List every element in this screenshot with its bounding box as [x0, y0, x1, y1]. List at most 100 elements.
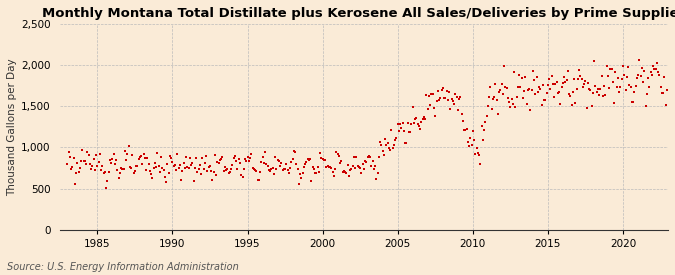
Point	[408, 120, 419, 125]
Point	[591, 90, 602, 94]
Point	[111, 158, 122, 162]
Point	[587, 103, 597, 108]
Point	[345, 167, 356, 172]
Point	[300, 162, 310, 167]
Point	[391, 136, 402, 141]
Point	[568, 89, 578, 94]
Point	[197, 156, 208, 160]
Point	[67, 165, 78, 170]
Point	[572, 77, 583, 82]
Point	[401, 141, 412, 145]
Point	[215, 158, 225, 162]
Point	[477, 138, 488, 142]
Point	[142, 155, 153, 160]
Point	[218, 169, 229, 174]
Point	[292, 167, 303, 171]
Point	[155, 170, 165, 175]
Point	[227, 163, 238, 167]
Point	[231, 159, 242, 163]
Point	[273, 159, 284, 163]
Point	[460, 128, 470, 132]
Point	[122, 152, 133, 156]
Point	[437, 86, 448, 90]
Point	[441, 89, 452, 93]
Point	[461, 126, 472, 131]
Point	[454, 97, 464, 101]
Point	[147, 176, 158, 181]
Point	[483, 103, 493, 108]
Point	[535, 87, 546, 92]
Point	[543, 82, 554, 87]
Point	[99, 170, 110, 174]
Point	[641, 92, 652, 97]
Point	[190, 166, 200, 170]
Point	[322, 163, 333, 168]
Point	[72, 160, 82, 165]
Point	[188, 179, 199, 183]
Point	[244, 156, 255, 160]
Point	[242, 155, 253, 160]
Point	[534, 85, 545, 89]
Point	[504, 99, 514, 104]
Point	[306, 178, 317, 183]
Point	[216, 156, 227, 161]
Point	[553, 91, 564, 95]
Point	[458, 119, 468, 123]
Point	[364, 154, 375, 158]
Point	[68, 156, 79, 160]
Point	[335, 161, 346, 166]
Point	[64, 155, 75, 159]
Point	[613, 75, 624, 80]
Point	[476, 124, 487, 128]
Point	[475, 162, 486, 166]
Point	[581, 106, 592, 111]
Point	[640, 104, 651, 108]
Point	[326, 166, 337, 170]
Point	[452, 108, 463, 112]
Point	[560, 80, 571, 84]
Point	[518, 96, 529, 100]
Point	[530, 92, 541, 96]
Point	[252, 178, 263, 182]
Point	[84, 162, 95, 167]
Point	[83, 153, 94, 157]
Point	[511, 94, 522, 99]
Point	[442, 97, 453, 102]
Point	[62, 161, 73, 166]
Point	[248, 166, 259, 171]
Point	[237, 175, 248, 179]
Point	[394, 129, 404, 133]
Point	[402, 120, 413, 125]
Point	[320, 158, 331, 162]
Point	[375, 140, 385, 145]
Point	[153, 163, 164, 168]
Point	[256, 160, 267, 164]
Point	[159, 174, 170, 179]
Point	[196, 172, 207, 176]
Point	[539, 98, 549, 103]
Point	[180, 166, 190, 170]
Point	[554, 90, 564, 94]
Point	[383, 146, 394, 150]
Point	[471, 146, 482, 150]
Point	[77, 148, 88, 152]
Point	[173, 166, 184, 171]
Point	[412, 122, 423, 127]
Point	[267, 166, 278, 170]
Point	[470, 152, 481, 156]
Point	[596, 74, 607, 78]
Point	[205, 164, 215, 168]
Point	[651, 61, 662, 65]
Point	[263, 168, 274, 173]
Point	[251, 169, 262, 173]
Point	[302, 156, 313, 161]
Point	[634, 58, 645, 62]
Point	[172, 152, 183, 156]
Point	[480, 120, 491, 124]
Point	[502, 96, 513, 100]
Point	[474, 152, 485, 157]
Point	[281, 162, 292, 166]
Point	[211, 172, 221, 177]
Point	[357, 162, 368, 166]
Point	[157, 166, 168, 170]
